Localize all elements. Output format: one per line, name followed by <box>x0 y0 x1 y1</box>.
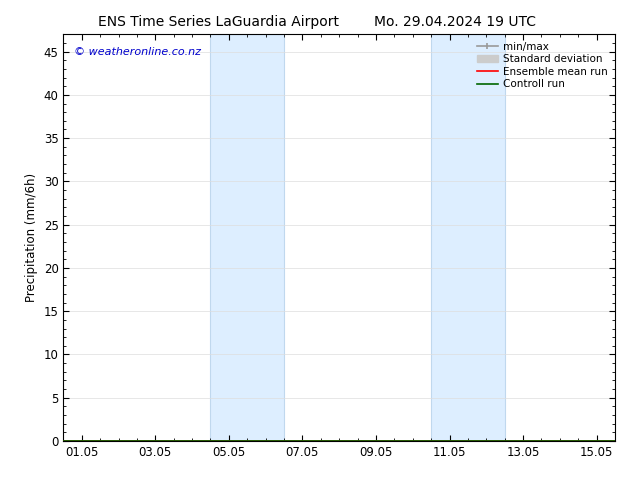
Legend: min/max, Standard deviation, Ensemble mean run, Controll run: min/max, Standard deviation, Ensemble me… <box>475 40 610 92</box>
Bar <box>431 34 505 441</box>
Text: ENS Time Series LaGuardia Airport        Mo. 29.04.2024 19 UTC: ENS Time Series LaGuardia Airport Mo. 29… <box>98 15 536 29</box>
Bar <box>210 34 284 441</box>
Y-axis label: Precipitation (mm/6h): Precipitation (mm/6h) <box>25 173 38 302</box>
Text: © weatheronline.co.nz: © weatheronline.co.nz <box>74 47 202 56</box>
